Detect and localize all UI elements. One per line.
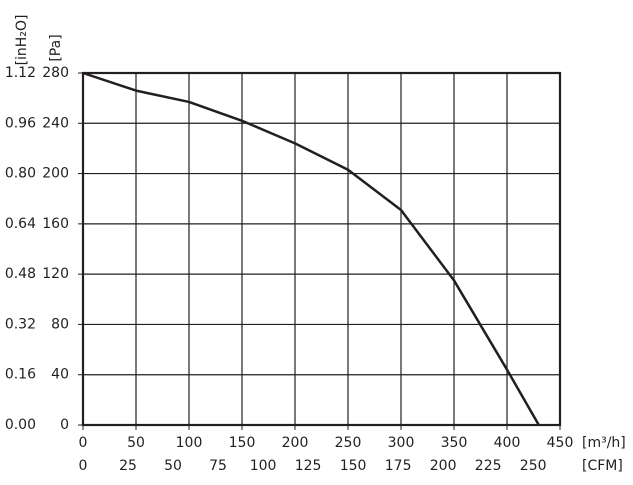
y2-tick-label: 0.16 — [5, 367, 36, 383]
y2-tick-label: 0.00 — [5, 417, 36, 433]
x2-axis-label: [CFM] — [582, 458, 623, 474]
y-tick-label: 200 — [42, 166, 69, 182]
curve — [82, 71, 540, 426]
x2-tick-label: 175 — [385, 458, 412, 474]
y-tick-label: 240 — [42, 115, 69, 131]
y2-tick-label: 0.80 — [5, 166, 36, 182]
y-tick-label: 120 — [42, 266, 69, 282]
x-tick-label: 0 — [79, 435, 88, 451]
y2-tick-label: 0.96 — [5, 115, 36, 131]
plot-frame — [81, 71, 562, 427]
x-tick-label: 300 — [388, 435, 415, 451]
x2-tick-label: 225 — [475, 458, 502, 474]
x2-tick-label: 50 — [164, 458, 182, 474]
x2-tick-label: 125 — [295, 458, 322, 474]
x2-tick-label: 75 — [209, 458, 227, 474]
x-axis-label: [m³/h] — [582, 435, 626, 451]
x-tick-label: 200 — [282, 435, 309, 451]
y2-axis-label: [inH₂O] — [14, 15, 30, 66]
x-tick-label: 100 — [176, 435, 203, 451]
y2-tick-label: 1.12 — [5, 65, 36, 81]
y2-tick-label: 0.32 — [5, 316, 36, 332]
x2-tick-label: 200 — [430, 458, 457, 474]
x-tick-label: 50 — [127, 435, 145, 451]
x-tick-label: 350 — [441, 435, 468, 451]
y-tick-label: 0 — [60, 417, 69, 433]
y-tick-label: 40 — [51, 367, 69, 383]
y-tick-label: 280 — [42, 65, 69, 81]
x-tick-label: 450 — [547, 435, 574, 451]
x2-tick-label: 0 — [79, 458, 88, 474]
y-tick-label: 80 — [51, 316, 69, 332]
x2-tick-label: 250 — [520, 458, 547, 474]
x2-tick-label: 25 — [119, 458, 137, 474]
x2-tick-label: 100 — [250, 458, 277, 474]
x2-tick-label: 150 — [340, 458, 367, 474]
x-tick-label: 400 — [494, 435, 521, 451]
x-tick-label: 250 — [335, 435, 362, 451]
y2-tick-label: 0.48 — [5, 266, 36, 282]
y-tick-label: 160 — [42, 216, 69, 232]
y-axis-label: [Pa] — [48, 34, 64, 61]
y2-tick-label: 0.64 — [5, 216, 36, 232]
x-tick-label: 150 — [229, 435, 256, 451]
